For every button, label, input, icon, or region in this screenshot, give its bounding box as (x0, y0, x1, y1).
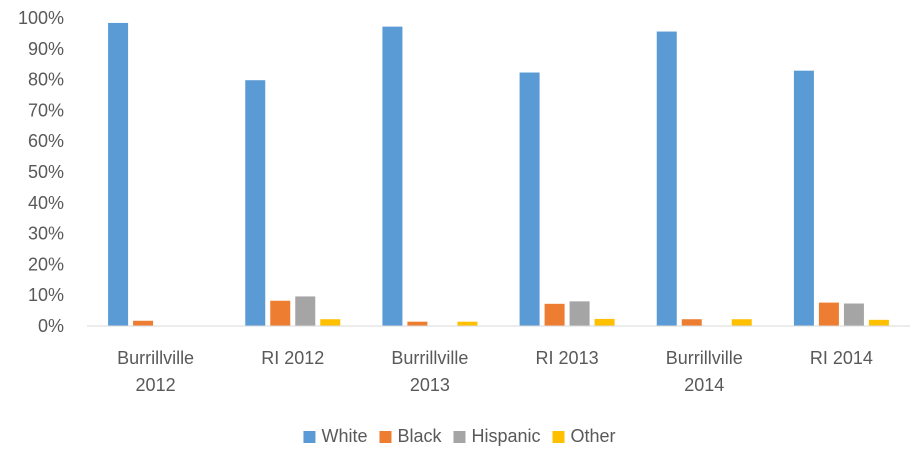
legend-label-white: White (321, 426, 367, 446)
x-tick-label: RI 2013 (536, 348, 599, 368)
bar-black (407, 321, 428, 326)
y-tick-label: 40% (28, 193, 64, 213)
bar-black (270, 300, 291, 326)
bar-black (818, 302, 839, 326)
y-axis-ticks: 0% 10% 20% 30% 40% 50% 60% 70% 80% 90% 100% (18, 8, 64, 336)
bar-white (245, 80, 266, 326)
bar-hispanic (569, 301, 590, 326)
bar-other (594, 318, 615, 326)
bars (108, 22, 889, 327)
y-tick-label: 20% (28, 254, 64, 274)
bar-white (656, 31, 677, 326)
x-tick-label: Burrillville 2012 (117, 348, 194, 395)
x-tick-label: RI 2014 (810, 348, 873, 368)
bar-black (133, 320, 154, 326)
y-tick-label: 0% (38, 316, 64, 336)
bar-black (544, 303, 565, 326)
x-tick-label: RI 2012 (261, 348, 324, 368)
legend-swatch-white (303, 431, 316, 443)
bar-other (320, 319, 341, 326)
y-tick-label: 70% (28, 100, 64, 120)
y-tick-label: 30% (28, 224, 64, 244)
bar-hispanic (295, 296, 316, 326)
legend-swatch-hispanic (453, 431, 466, 443)
bar-other (457, 321, 478, 326)
x-tick-label: Burrillville 2013 (391, 348, 468, 395)
legend-label-black: Black (397, 426, 442, 446)
x-axis-labels: Burrillville 2012 RI 2012 Burrillville 2013 R… (117, 348, 873, 395)
bar-black (681, 319, 702, 326)
bar-white (793, 70, 814, 326)
y-tick-label: 50% (28, 162, 64, 182)
bar-other (868, 319, 889, 326)
legend: White Black Hispanic Other (303, 426, 616, 446)
legend-label-hispanic: Hispanic (471, 426, 540, 446)
bar-white (108, 22, 129, 326)
y-tick-label: 60% (28, 131, 64, 151)
legend-swatch-other (552, 431, 565, 443)
bar-white (519, 72, 540, 327)
x-tick-label: Burrillville 2014 (666, 348, 743, 395)
legend-label-other: Other (571, 426, 616, 446)
bar-other (731, 319, 752, 326)
y-tick-label: 100% (18, 8, 64, 28)
y-tick-label: 80% (28, 70, 64, 90)
y-tick-label: 90% (28, 39, 64, 59)
bar-white (382, 26, 403, 327)
bar-hispanic (843, 303, 864, 326)
y-tick-label: 10% (28, 285, 64, 305)
legend-swatch-black (379, 431, 392, 443)
